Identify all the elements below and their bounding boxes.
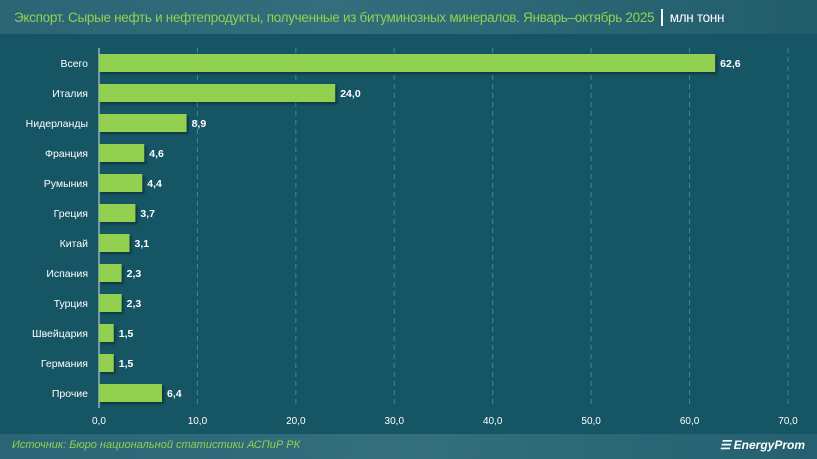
bar [99,234,130,252]
bar [99,144,145,162]
x-tick-label: 0,0 [92,416,106,427]
bar [99,174,143,192]
category-label: Всего [60,58,88,70]
data-label: 4,6 [149,148,164,160]
footer: Источник: Бюро национальной статистики А… [0,434,817,459]
divider [661,8,663,26]
x-tick-label: 20,0 [286,416,306,427]
x-tick-label: 50,0 [581,416,601,427]
source-text: Источник: Бюро национальной статистики А… [12,439,301,451]
data-label: 1,5 [119,358,134,370]
data-label: 6,4 [167,388,182,400]
category-label: Китай [60,238,89,250]
chart-header: Экспорт. Сырые нефть и нефтепродукты, по… [0,0,817,34]
data-label: 24,0 [340,88,361,100]
category-label: Прочие [52,388,88,400]
bar [99,294,122,312]
category-label: Румыния [44,178,88,190]
x-tick-label: 60,0 [680,416,700,427]
logo-icon: ☰ [719,438,731,452]
category-label: Франция [45,148,88,160]
logo: ☰ EnergyProm [720,438,805,452]
x-tick-label: 10,0 [188,416,208,427]
category-label: Нидерланды [26,118,88,130]
x-tick-label: 70,0 [778,416,798,427]
data-label: 8,9 [192,118,207,130]
data-label: 1,5 [119,328,134,340]
data-label: 2,3 [127,298,142,310]
chart-title: Экспорт. Сырые нефть и нефтепродукты, по… [14,9,655,25]
data-label: 3,7 [140,208,155,220]
category-label: Испания [46,268,88,280]
bar [99,54,716,72]
bar [99,324,114,342]
bar [99,384,162,402]
data-label: 3,1 [135,238,150,250]
category-label: Турция [54,298,88,310]
bar [99,114,187,132]
x-tick-label: 40,0 [483,416,503,427]
bar-chart: 0,0 10,0 20,0 30,0 40,0 50,0 60,0 70,0 Всего 62,6… [26,48,798,427]
x-tick-label: 30,0 [385,416,405,427]
logo-text: EnergyProm [733,438,805,452]
bar [99,204,136,222]
category-label: Италия [52,88,88,100]
category-label: Швейцария [32,328,88,340]
category-label: Греция [54,208,88,220]
unit-label: млн тонн [669,9,725,25]
bar [99,354,114,372]
category-label: Германия [41,358,88,370]
bar [99,84,336,102]
data-label: 4,4 [147,178,162,190]
data-label: 62,6 [720,58,741,70]
bar [99,264,122,282]
data-label: 2,3 [127,268,142,280]
